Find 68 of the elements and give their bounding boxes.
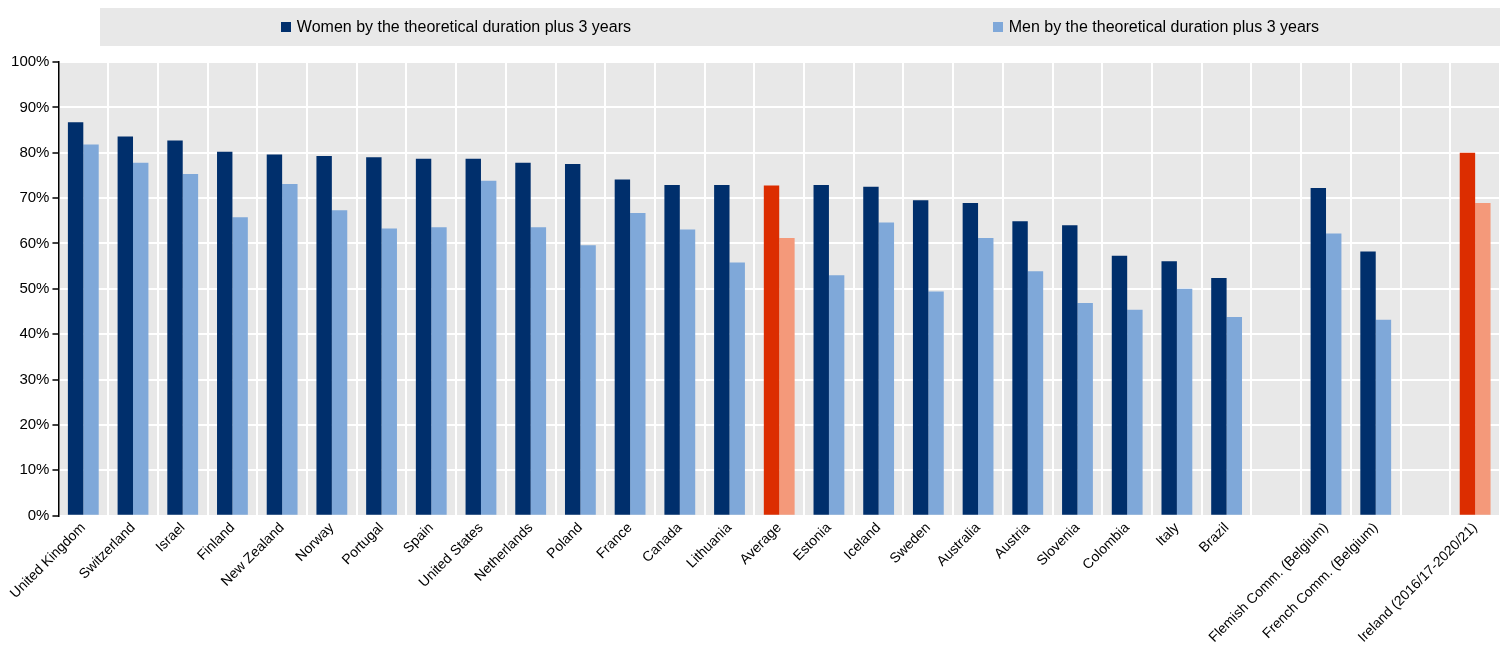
bar xyxy=(1475,203,1491,515)
bar xyxy=(1176,288,1193,515)
legend-label: Women by the theoretical duration plus 3 years xyxy=(296,18,631,36)
bar xyxy=(928,291,944,515)
bar xyxy=(1226,316,1243,515)
bar xyxy=(1360,251,1376,515)
bar xyxy=(664,184,680,515)
bar xyxy=(729,262,745,515)
bar xyxy=(878,222,895,515)
bar xyxy=(465,158,481,515)
bar xyxy=(530,227,547,515)
bar xyxy=(614,179,631,515)
bar xyxy=(1211,277,1227,515)
bar xyxy=(381,228,397,515)
bar xyxy=(316,155,332,515)
bar xyxy=(282,184,298,515)
bar xyxy=(564,164,581,515)
bar xyxy=(1127,309,1143,515)
y-tick-label: 0% xyxy=(27,505,50,523)
bar xyxy=(232,217,248,515)
bar xyxy=(580,245,596,515)
bar xyxy=(912,200,929,515)
bar xyxy=(431,227,447,515)
y-tick-label: 10% xyxy=(19,460,50,478)
bar xyxy=(366,157,382,515)
bar xyxy=(117,136,134,515)
bar xyxy=(1326,233,1342,515)
y-tick-label: 40% xyxy=(19,324,50,342)
bar xyxy=(679,229,696,515)
bar xyxy=(962,203,979,515)
bar xyxy=(331,210,348,515)
bar xyxy=(1111,255,1128,515)
bar xyxy=(828,275,845,515)
legend-label: Men by the theoretical duration plus 3 years xyxy=(1008,18,1320,36)
bar xyxy=(133,162,149,515)
bar xyxy=(1012,221,1028,515)
bar xyxy=(167,140,183,515)
bar xyxy=(1062,225,1078,515)
bar xyxy=(1077,302,1093,515)
bar xyxy=(1161,261,1177,515)
bar xyxy=(1375,319,1392,515)
bar xyxy=(1459,152,1476,515)
bar xyxy=(1310,188,1327,515)
bar xyxy=(83,144,99,515)
bar xyxy=(763,185,780,515)
y-tick-label: 100% xyxy=(11,52,50,70)
bar xyxy=(714,184,730,515)
bar xyxy=(630,213,646,515)
bar xyxy=(779,238,795,515)
bar xyxy=(1027,271,1044,515)
y-tick-label: 60% xyxy=(19,233,50,251)
bar xyxy=(978,238,994,515)
x-tick-label: Italy xyxy=(1152,519,1182,549)
y-tick-label: 80% xyxy=(19,142,50,160)
bar xyxy=(863,186,879,515)
bar xyxy=(67,122,84,515)
y-tick-label: 90% xyxy=(19,97,50,115)
bar xyxy=(182,174,199,515)
bar xyxy=(813,184,829,515)
y-tick-label: 30% xyxy=(19,369,50,387)
bar xyxy=(217,151,233,515)
bar xyxy=(480,180,497,515)
y-tick-label: 50% xyxy=(19,278,50,296)
y-tick-label: 70% xyxy=(19,188,50,206)
bar xyxy=(415,158,432,515)
bar xyxy=(266,154,283,515)
y-tick-label: 20% xyxy=(19,415,50,433)
bar xyxy=(515,162,531,515)
